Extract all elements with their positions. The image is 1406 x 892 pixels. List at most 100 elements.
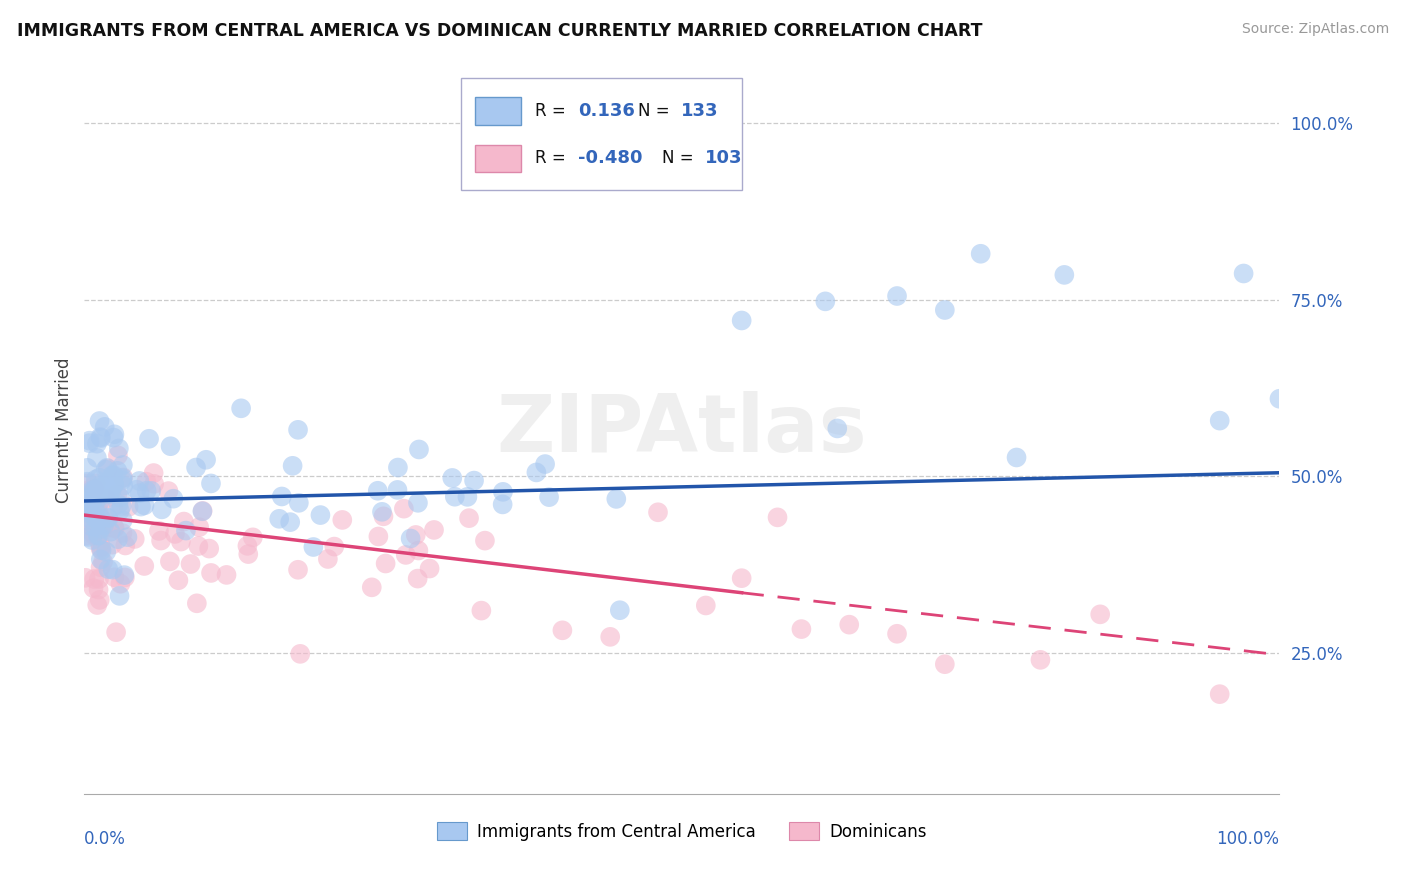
Text: R =: R = — [534, 102, 565, 120]
Point — [86, 436, 108, 450]
Y-axis label: Currently Married: Currently Married — [55, 358, 73, 503]
Point — [101, 538, 124, 552]
Point — [367, 529, 389, 543]
Point — [134, 559, 156, 574]
Point — [96, 461, 118, 475]
Point — [84, 511, 107, 525]
Point — [82, 525, 104, 540]
Point — [323, 540, 346, 554]
Point — [77, 499, 100, 513]
Point — [86, 483, 108, 498]
Point — [731, 571, 754, 585]
Point — [695, 599, 717, 613]
Point — [125, 483, 148, 497]
Point — [441, 471, 464, 485]
Point — [408, 442, 430, 457]
Point — [82, 484, 104, 499]
Point — [399, 532, 422, 546]
Point — [374, 557, 396, 571]
Point — [170, 534, 193, 549]
Point — [934, 303, 956, 318]
Point — [104, 521, 127, 535]
Point — [76, 460, 98, 475]
Point — [195, 452, 218, 467]
Text: 133: 133 — [681, 102, 718, 120]
Point — [90, 552, 112, 566]
Point — [91, 555, 114, 569]
Point — [142, 466, 165, 480]
Point — [148, 524, 170, 538]
Text: ZIPAtlas: ZIPAtlas — [496, 392, 868, 469]
Point — [134, 499, 156, 513]
Point — [101, 468, 124, 483]
Point — [373, 509, 395, 524]
Point — [89, 470, 111, 484]
Point — [406, 496, 429, 510]
Legend: Immigrants from Central America, Dominicans: Immigrants from Central America, Dominic… — [430, 815, 934, 847]
Point — [103, 478, 125, 492]
Point — [167, 573, 190, 587]
Point — [111, 473, 134, 487]
Text: N =: N = — [662, 149, 693, 167]
Point — [419, 561, 441, 575]
Point — [408, 543, 430, 558]
Point — [150, 533, 173, 548]
Point — [90, 477, 112, 491]
Point — [97, 562, 120, 576]
Point — [90, 511, 112, 525]
Point — [86, 501, 108, 516]
Text: IMMIGRANTS FROM CENTRAL AMERICA VS DOMINICAN CURRENTLY MARRIED CORRELATION CHART: IMMIGRANTS FROM CENTRAL AMERICA VS DOMIN… — [17, 22, 983, 40]
Point — [84, 496, 107, 510]
Point — [90, 513, 112, 527]
Point — [75, 504, 97, 518]
Point — [605, 491, 627, 506]
Point — [84, 504, 107, 518]
Point — [463, 474, 485, 488]
Point — [107, 449, 129, 463]
Point — [108, 491, 131, 505]
Point — [90, 540, 112, 554]
Point — [316, 552, 339, 566]
Point — [609, 603, 631, 617]
Point — [1209, 687, 1232, 701]
Point — [270, 490, 292, 504]
Point — [89, 536, 111, 550]
Point — [1090, 607, 1112, 622]
Point — [82, 493, 104, 508]
Point — [406, 572, 429, 586]
Point — [135, 475, 157, 489]
Point — [89, 414, 111, 428]
Point — [93, 516, 115, 531]
Point — [83, 581, 105, 595]
Point — [387, 460, 409, 475]
Point — [647, 505, 669, 519]
Point — [84, 512, 107, 526]
Point — [80, 483, 103, 498]
Point — [287, 423, 309, 437]
Point — [98, 521, 121, 535]
Point — [76, 475, 98, 489]
Point — [288, 496, 311, 510]
Point — [886, 627, 908, 641]
Point — [101, 470, 124, 484]
Point — [1029, 653, 1052, 667]
Point — [110, 576, 132, 591]
Point — [114, 539, 136, 553]
Text: -0.480: -0.480 — [578, 149, 643, 167]
Text: 103: 103 — [704, 149, 742, 167]
Point — [443, 490, 465, 504]
Point — [103, 477, 125, 491]
Point — [187, 539, 209, 553]
Point — [75, 491, 97, 506]
Point — [838, 617, 860, 632]
Point — [456, 490, 478, 504]
Point — [492, 484, 515, 499]
Point — [86, 450, 108, 465]
Point — [75, 503, 97, 517]
Point — [76, 476, 98, 491]
Point — [371, 505, 394, 519]
Point — [934, 657, 956, 672]
Point — [93, 518, 115, 533]
Point — [200, 476, 222, 491]
Point — [290, 647, 312, 661]
